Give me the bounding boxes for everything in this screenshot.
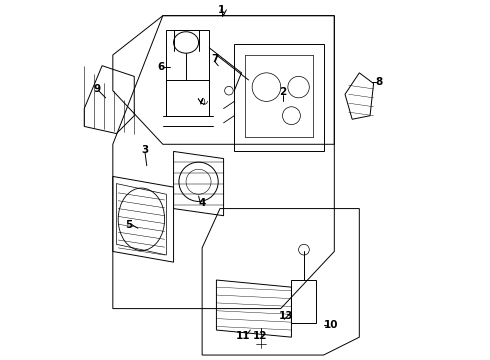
Text: 10: 10 bbox=[323, 320, 338, 330]
Text: 13: 13 bbox=[279, 311, 294, 321]
Text: 1: 1 bbox=[218, 5, 225, 15]
Text: 12: 12 bbox=[253, 332, 268, 342]
Text: 5: 5 bbox=[125, 220, 132, 230]
Text: 6: 6 bbox=[157, 63, 165, 72]
Text: 7: 7 bbox=[211, 54, 219, 64]
Text: 4: 4 bbox=[198, 198, 206, 207]
Text: 3: 3 bbox=[141, 145, 148, 155]
Text: 11: 11 bbox=[236, 332, 250, 342]
Text: 2: 2 bbox=[279, 87, 286, 98]
Text: 9: 9 bbox=[93, 84, 100, 94]
Text: 8: 8 bbox=[375, 77, 383, 87]
